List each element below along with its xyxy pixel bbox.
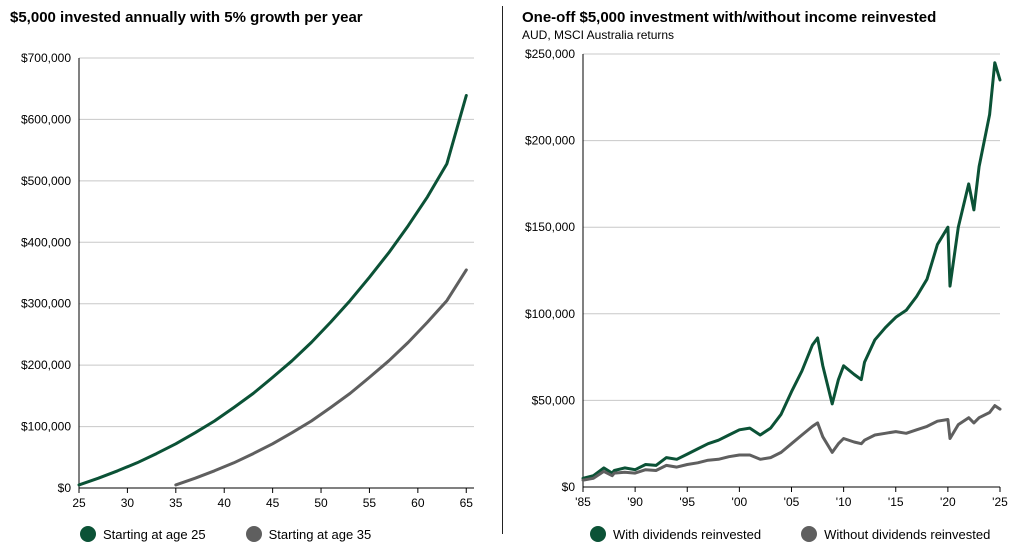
legend-marker-age-35	[245, 526, 262, 542]
left-chart-y-tick-label: $700,000	[21, 51, 71, 65]
right-chart-subtitle: AUD, MSCI Australia returns	[522, 28, 675, 42]
left-chart-y-tick-label: $300,000	[21, 297, 71, 311]
legend-label-with-dividends: With dividends reinvested	[613, 526, 762, 542]
legend-item-age-35: Starting at age 35	[245, 526, 372, 542]
left-chart-y-tick-label: $200,000	[21, 358, 71, 372]
legend-label-age-35: Starting at age 35	[268, 526, 372, 542]
right-chart-y-tick-label: $100,000	[525, 307, 575, 321]
left-chart-x-tick-label: 60	[411, 496, 425, 510]
legend-marker-age-25	[80, 526, 96, 542]
legend-marker-with-dividends	[590, 526, 606, 542]
right-chart-x-tick-label: '95	[679, 495, 695, 509]
left-chart-x-tick-label: 65	[460, 496, 474, 510]
legend-item-without-dividends: Without dividends reinvested	[801, 526, 990, 542]
legend-label-age-25: Starting at age 25	[103, 526, 206, 542]
left-chart-x-tick-label: 45	[266, 496, 280, 510]
right-chart-y-tick-label: $0	[562, 480, 576, 494]
right-chart-title: One-off $5,000 investment with/without i…	[522, 9, 937, 26]
legend-item-with-dividends: With dividends reinvested	[590, 526, 761, 542]
right-chart-x-tick-label: '05	[784, 495, 800, 509]
left-chart-y-tick-label: $600,000	[21, 112, 71, 126]
left-chart-x-tick-label: 25	[72, 496, 86, 510]
left-chart-y-tick-label: $400,000	[21, 235, 71, 249]
left-chart-svg: $0 $100,000 $200,000 $300,000 $400,000 $500,0…	[21, 51, 474, 510]
left-chart-y-tick-label: $0	[58, 481, 72, 495]
legend-marker-without-dividends	[801, 526, 818, 542]
left-chart-title: $5,000 invested annually with 5% growth …	[10, 9, 363, 26]
right-chart-x-tick-label: '00	[732, 495, 748, 509]
right-chart-y-tick-label: $200,000	[525, 134, 575, 148]
right-legend: With dividends reinvested Without divide…	[590, 526, 1012, 542]
right-chart-y-tick-label: $50,000	[532, 393, 576, 407]
right-chart-x-tick-label: '10	[836, 495, 852, 509]
left-chart-y-tick-label: $500,000	[21, 174, 71, 188]
left-legend: Starting at age 25 Starting at age 35	[80, 526, 411, 542]
left-chart-y-tick-label: $100,000	[21, 420, 71, 434]
left-chart-x-tick-label: 35	[169, 496, 183, 510]
legend-label-without-dividends: Without dividends reinvested	[824, 526, 991, 542]
right-chart-y-tick-label: $250,000	[525, 47, 575, 61]
left-chart-series-line-1	[174, 268, 468, 487]
right-chart-y-tick-label: $150,000	[525, 220, 575, 234]
left-chart-x-tick-label: 55	[363, 496, 377, 510]
right-chart-x-tick-label: '85	[575, 495, 591, 509]
right-chart-x-tick-label: '15	[888, 495, 904, 509]
right-chart-svg: $0 $50,000 $100,000 $150,000 $200,000 $250,00…	[525, 47, 1008, 509]
right-chart-series-line-0	[581, 61, 1002, 480]
left-chart-series-line-0	[77, 94, 468, 487]
left-chart-x-tick-label: 40	[218, 496, 232, 510]
left-chart-x-tick-label: 30	[121, 496, 135, 510]
left-chart-x-tick-label: 50	[314, 496, 328, 510]
right-chart-x-tick-label: '90	[627, 495, 643, 509]
right-chart-panel: One-off $5,000 investment with/without i…	[510, 0, 1012, 552]
right-chart-x-tick-label: '25	[992, 495, 1008, 509]
left-chart-panel: $5,000 invested annually with 5% growth …	[0, 0, 500, 552]
panel-divider	[502, 6, 503, 534]
legend-item-age-25: Starting at age 25	[80, 526, 206, 542]
right-chart-x-tick-label: '20	[940, 495, 956, 509]
right-chart-series-line-1	[581, 404, 1002, 482]
